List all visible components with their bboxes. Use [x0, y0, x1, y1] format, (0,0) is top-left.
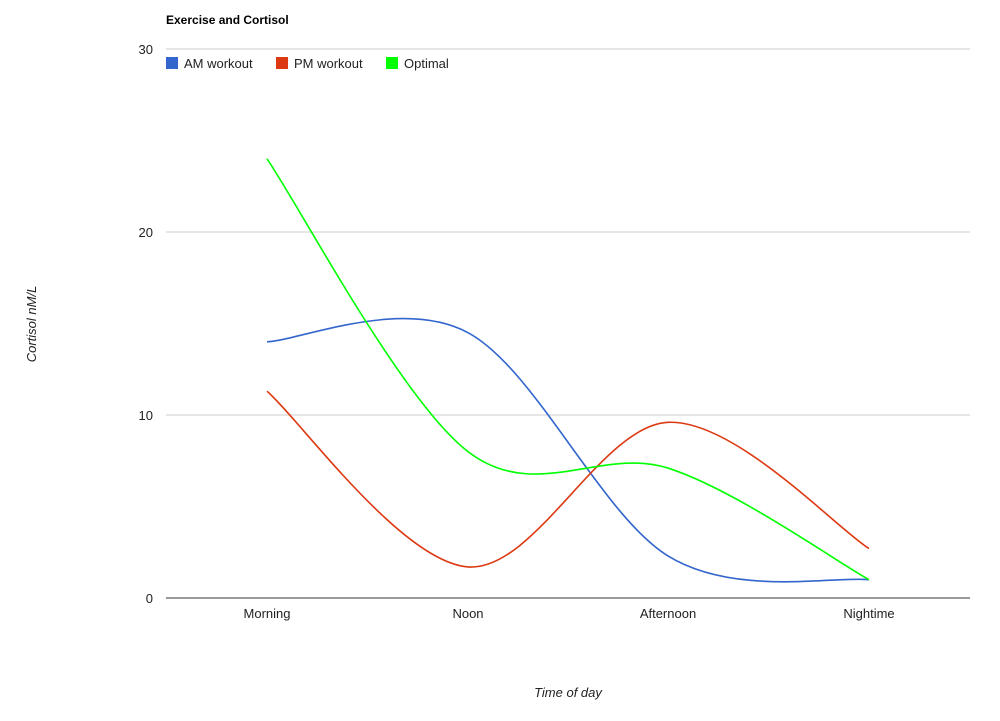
legend-label: Optimal — [404, 56, 449, 71]
legend-label: PM workout — [294, 56, 363, 71]
series-line-pm-workout — [266, 390, 870, 568]
y-tick-label: 10 — [139, 408, 153, 423]
x-tick-label: Morning — [244, 606, 291, 621]
y-axis-title: Cortisol nM/L — [24, 286, 39, 363]
legend-swatch — [276, 57, 288, 69]
y-tick-label: 0 — [146, 591, 153, 606]
x-tick-label: Nightime — [843, 606, 894, 621]
y-axis-ticks: 0 10 20 30 — [139, 42, 153, 606]
x-tick-label: Noon — [452, 606, 483, 621]
x-axis-ticks: Morning Noon Afternoon Nightime — [244, 606, 895, 621]
legend-swatch — [166, 57, 178, 69]
x-axis-title: Time of day — [534, 685, 603, 700]
chart-title: Exercise and Cortisol — [166, 13, 289, 27]
y-tick-label: 20 — [139, 225, 153, 240]
gridlines — [166, 48, 970, 416]
series-lines — [266, 158, 870, 583]
legend-label: AM workout — [184, 56, 253, 71]
series-line-am-workout — [266, 317, 870, 583]
legend-swatch — [386, 57, 398, 69]
series-line-optimal — [266, 158, 870, 581]
y-tick-label: 30 — [139, 42, 153, 57]
x-tick-label: Afternoon — [640, 606, 696, 621]
legend: AM workout PM workout Optimal — [166, 56, 449, 71]
